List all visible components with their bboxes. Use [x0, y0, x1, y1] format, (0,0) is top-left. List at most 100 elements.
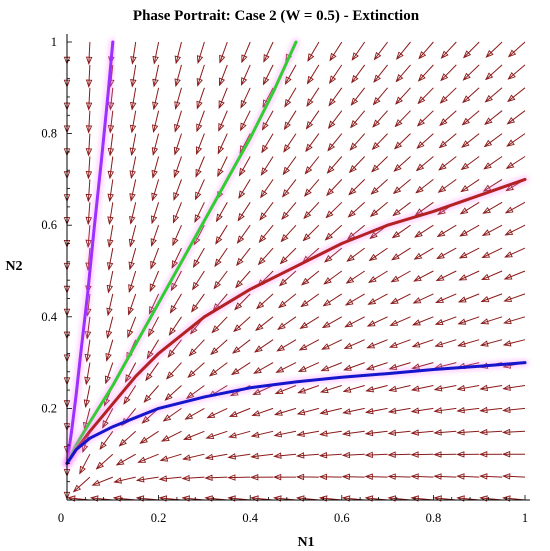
- field-arrow: [387, 473, 411, 480]
- field-arrow: [412, 293, 434, 304]
- field-arrow: [436, 224, 457, 238]
- field-arrow: [348, 179, 366, 196]
- field-arrow: [187, 362, 205, 378]
- field-arrow: [300, 293, 320, 308]
- field-arrow: [174, 41, 182, 65]
- field-arrow: [183, 430, 205, 440]
- field-arrow: [296, 452, 319, 459]
- x-tick-label: 0.8: [426, 511, 442, 525]
- field-arrow: [328, 87, 343, 107]
- field-arrow: [104, 362, 114, 385]
- field-arrow: [459, 201, 480, 215]
- field-arrow: [128, 225, 137, 248]
- field-arrow: [192, 270, 205, 291]
- field-arrow: [150, 247, 160, 270]
- field-arrow: [173, 179, 182, 201]
- field-arrow: [275, 362, 297, 373]
- field-arrow: [263, 41, 274, 63]
- field-arrow: [460, 178, 480, 193]
- field-arrow: [392, 179, 411, 195]
- field-arrow: [369, 201, 388, 217]
- field-arrow: [261, 133, 274, 154]
- field-arrow: [250, 430, 274, 438]
- field-arrow: [327, 133, 343, 152]
- field-arrow: [437, 178, 457, 193]
- field-arrow: [371, 156, 388, 173]
- field-arrow: [303, 179, 320, 197]
- field-arrow: [151, 156, 160, 179]
- trajectory-line: [65, 177, 527, 465]
- field-arrow: [324, 224, 343, 241]
- field-arrow: [171, 247, 182, 269]
- field-arrow: [296, 430, 319, 438]
- field-arrow: [146, 339, 160, 360]
- field-arrow: [506, 110, 526, 125]
- field-arrow: [137, 453, 159, 463]
- field-arrow: [107, 133, 115, 157]
- field-arrow: [107, 202, 114, 225]
- field-arrow: [485, 64, 503, 81]
- field-arrow: [433, 473, 457, 480]
- field-arrow: [238, 156, 251, 177]
- field-arrow: [261, 110, 274, 131]
- field-arrow: [349, 133, 366, 151]
- field-arrow: [107, 110, 115, 134]
- field-arrow: [215, 224, 228, 245]
- field-arrow: [173, 133, 182, 156]
- field-arrow: [284, 87, 297, 108]
- field-arrow: [414, 224, 434, 238]
- field-arrow: [433, 429, 457, 436]
- field-arrow: [346, 247, 365, 262]
- field-arrow: [173, 156, 182, 179]
- field-arrow: [151, 179, 160, 202]
- field-arrow: [370, 179, 388, 195]
- field-arrow: [483, 156, 503, 170]
- field-arrow: [343, 362, 365, 371]
- field-arrow: [238, 179, 251, 200]
- x-tick-label: 0.4: [242, 511, 258, 525]
- field-arrow: [440, 64, 457, 82]
- field-arrow: [282, 156, 297, 176]
- field-arrow: [347, 201, 366, 218]
- field-arrow: [135, 476, 159, 483]
- field-arrow: [208, 362, 228, 377]
- field-arrow: [281, 201, 297, 220]
- field-arrow: [396, 41, 411, 60]
- field-arrow: [172, 225, 182, 247]
- field-arrow: [341, 451, 365, 459]
- field-arrow: [329, 41, 343, 62]
- field-arrow: [296, 407, 320, 416]
- field-arrow: [365, 362, 388, 371]
- field-arrow: [388, 385, 411, 393]
- field-arrow: [182, 453, 205, 461]
- field-arrow: [196, 110, 205, 133]
- field-arrow: [366, 339, 388, 349]
- field-arrow: [439, 110, 457, 127]
- field-arrow: [434, 339, 457, 348]
- field-arrow: [433, 407, 457, 414]
- field-arrow: [174, 87, 182, 110]
- trajectory-line: [65, 40, 298, 465]
- field-arrow: [321, 339, 343, 350]
- field-arrow: [129, 202, 137, 225]
- field-arrow: [274, 407, 297, 416]
- field-arrow: [217, 133, 228, 155]
- field-arrow: [479, 473, 503, 480]
- trajectories: [63, 38, 529, 468]
- field-arrow: [461, 110, 480, 126]
- field-arrow: [152, 87, 160, 111]
- field-arrow: [365, 407, 388, 415]
- field-arrow: [205, 430, 228, 440]
- field-arrow: [240, 110, 251, 132]
- field-arrow: [479, 428, 503, 436]
- field-arrow: [241, 41, 251, 64]
- field-arrow: [129, 179, 137, 202]
- field-arrow: [194, 202, 205, 223]
- field-arrow: [434, 316, 457, 326]
- field-arrow: [348, 156, 366, 174]
- field-arrow: [279, 247, 297, 265]
- field-arrow: [159, 453, 182, 462]
- field-arrow: [410, 473, 434, 480]
- field-arrow: [389, 316, 411, 326]
- field-arrow: [410, 451, 434, 458]
